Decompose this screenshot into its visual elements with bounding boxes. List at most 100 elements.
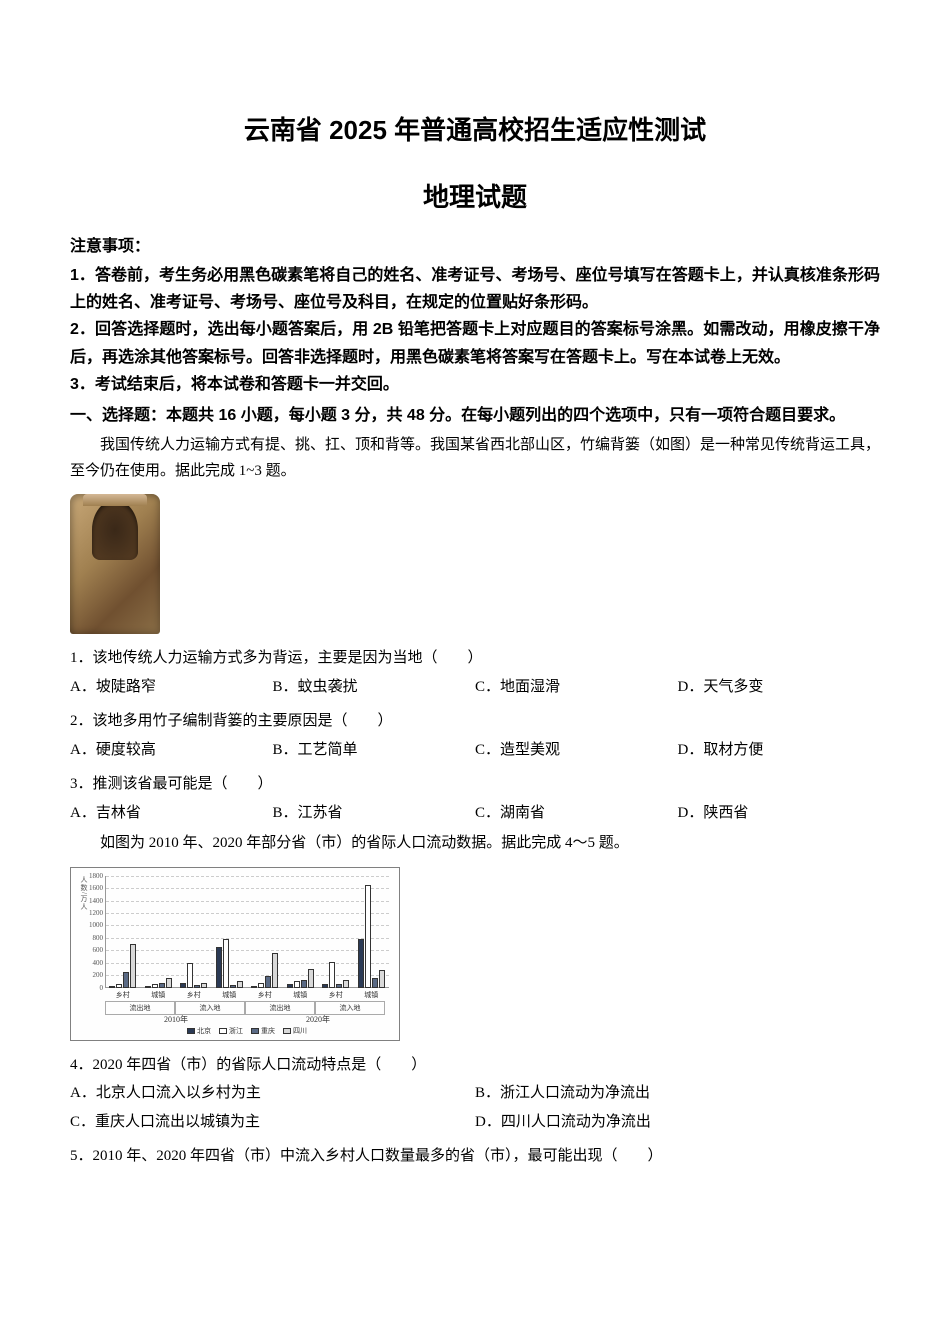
legend-item: 浙江 bbox=[219, 1026, 243, 1036]
bar-group bbox=[180, 963, 207, 988]
bar-zhejiang bbox=[329, 962, 335, 988]
bar-chongqing bbox=[123, 972, 129, 988]
x-sublabel: 城镇 bbox=[212, 990, 247, 1000]
bar-group bbox=[216, 939, 243, 988]
bar-sichuan bbox=[379, 970, 385, 987]
bar-zhejiang bbox=[294, 981, 300, 988]
x-section-label: 流入地 bbox=[175, 1001, 245, 1015]
y-tick-label: 1000 bbox=[77, 921, 103, 929]
q3-option-c: C．湖南省 bbox=[475, 799, 678, 828]
legend-swatch bbox=[283, 1028, 291, 1034]
x-section-label: 流出地 bbox=[105, 1001, 175, 1015]
y-tick-label: 1800 bbox=[77, 872, 103, 880]
x-section-label: 流出地 bbox=[245, 1001, 315, 1015]
bar-group bbox=[322, 962, 349, 988]
bar-beijing bbox=[109, 986, 115, 988]
legend-swatch bbox=[219, 1028, 227, 1034]
notice-item-2: 2．回答选择题时，选出每小题答案后，用 2B 铅笔把答题卡上对应题目的答案标号涂… bbox=[70, 316, 880, 370]
q3-option-b: B．江苏省 bbox=[273, 799, 476, 828]
bar-beijing bbox=[287, 984, 293, 988]
figure-chart: 人数/万人 乡村城镇乡村城镇乡村城镇乡村城镇 流出地流入地流出地流入地 2010… bbox=[70, 867, 400, 1041]
x-sublabel: 城镇 bbox=[354, 990, 389, 1000]
bar-group bbox=[358, 885, 385, 988]
bars-container bbox=[105, 876, 389, 988]
y-tick-label: 200 bbox=[77, 971, 103, 979]
y-tick-label: 400 bbox=[77, 959, 103, 967]
q1-option-b: B．蚊虫袭扰 bbox=[273, 673, 476, 702]
bar-group bbox=[251, 953, 278, 987]
x-sublabel: 乡村 bbox=[247, 990, 282, 1000]
notice-item-3: 3．考试结束后，将本试卷和答题卡一并交回。 bbox=[70, 371, 880, 398]
bar-zhejiang bbox=[223, 939, 229, 988]
bar-zhejiang bbox=[365, 885, 371, 988]
chart-area: 人数/万人 乡村城镇乡村城镇乡村城镇乡村城镇 流出地流入地流出地流入地 2010… bbox=[77, 874, 393, 1034]
passage-2: 如图为 2010 年、2020 年部分省（市）的省际人口流动数据。据此完成 4～… bbox=[70, 831, 880, 857]
bar-group bbox=[109, 944, 136, 988]
y-tick-label: 0 bbox=[77, 984, 103, 992]
y-axis-title: 人数/万人 bbox=[79, 876, 89, 911]
legend-label: 浙江 bbox=[229, 1026, 243, 1036]
legend-label: 北京 bbox=[197, 1026, 211, 1036]
bar-zhejiang bbox=[258, 983, 264, 987]
legend-label: 四川 bbox=[293, 1026, 307, 1036]
bar-chongqing bbox=[230, 985, 236, 988]
basket-image bbox=[70, 494, 160, 634]
legend-item: 重庆 bbox=[251, 1026, 275, 1036]
q4-option-b: B．浙江人口流动为净流出 bbox=[475, 1079, 880, 1108]
q1-option-d: D．天气多变 bbox=[678, 673, 881, 702]
bar-zhejiang bbox=[116, 984, 122, 988]
bar-sichuan bbox=[308, 969, 314, 988]
bar-sichuan bbox=[237, 981, 243, 987]
bar-chongqing bbox=[372, 978, 378, 987]
bar-beijing bbox=[216, 947, 222, 987]
passage-1: 我国传统人力运输方式有提、挑、扛、顶和背等。我国某省西北部山区，竹编背篓（如图）… bbox=[70, 433, 880, 484]
q4-option-c: C．重庆人口流出以城镇为主 bbox=[70, 1108, 475, 1137]
bar-chongqing bbox=[159, 983, 165, 988]
bar-sichuan bbox=[201, 983, 207, 988]
section-1-heading: 一、选择题：本题共 16 小题，每小题 3 分，共 48 分。在每小题列出的四个… bbox=[70, 402, 880, 429]
question-2-stem: 2．该地多用竹子编制背篓的主要原因是（ ） bbox=[70, 707, 880, 736]
question-3-stem: 3．推测该省最可能是（ ） bbox=[70, 770, 880, 799]
question-1-options: A．坡陡路窄 B．蚊虫袭扰 C．地面湿滑 D．天气多变 bbox=[70, 673, 880, 702]
y-tick-label: 800 bbox=[77, 934, 103, 942]
y-tick-label: 1600 bbox=[77, 884, 103, 892]
q2-option-a: A．硬度较高 bbox=[70, 736, 273, 765]
q1-option-a: A．坡陡路窄 bbox=[70, 673, 273, 702]
question-5-stem: 5．2010 年、2020 年四省（市）中流入乡村人口数量最多的省（市），最可能… bbox=[70, 1142, 880, 1171]
bar-beijing bbox=[180, 983, 186, 988]
question-1-stem: 1．该地传统人力运输方式多为背运，主要是因为当地（ ） bbox=[70, 644, 880, 673]
question-3-options: A．吉林省 B．江苏省 C．湖南省 D．陕西省 bbox=[70, 799, 880, 828]
year-label: 2010年 bbox=[105, 1014, 247, 1025]
q4-option-a: A．北京人口流入以乡村为主 bbox=[70, 1079, 475, 1108]
bar-sichuan bbox=[272, 953, 278, 987]
bar-beijing bbox=[322, 984, 328, 988]
question-4-stem: 4．2020 年四省（市）的省际人口流动特点是（ ） bbox=[70, 1051, 880, 1080]
sub-title: 地理试题 bbox=[70, 177, 880, 214]
legend-swatch bbox=[251, 1028, 259, 1034]
q3-option-d: D．陕西省 bbox=[678, 799, 881, 828]
bar-chongqing bbox=[301, 980, 307, 987]
q3-option-a: A．吉林省 bbox=[70, 799, 273, 828]
bar-chongqing bbox=[194, 985, 200, 987]
notice-heading: 注意事项： bbox=[70, 232, 880, 256]
bar-sichuan bbox=[343, 980, 349, 987]
legend-swatch bbox=[187, 1028, 195, 1034]
x-sublabel: 城镇 bbox=[141, 990, 176, 1000]
bar-zhejiang bbox=[187, 963, 193, 988]
q4-option-d: D．四川人口流动为净流出 bbox=[475, 1108, 880, 1137]
y-tick-label: 1200 bbox=[77, 909, 103, 917]
bar-beijing bbox=[358, 939, 364, 988]
legend-item: 四川 bbox=[283, 1026, 307, 1036]
legend-label: 重庆 bbox=[261, 1026, 275, 1036]
main-title: 云南省 2025 年普通高校招生适应性测试 bbox=[70, 110, 880, 147]
bar-beijing bbox=[145, 986, 151, 988]
bar-sichuan bbox=[130, 944, 136, 988]
x-sublabel: 乡村 bbox=[105, 990, 140, 1000]
x-sublabel: 乡村 bbox=[318, 990, 353, 1000]
notice-item-1: 1．答卷前，考生务必用黑色碳素笔将自己的姓名、准考证号、考场号、座位号填写在答题… bbox=[70, 262, 880, 316]
y-tick-label: 1400 bbox=[77, 897, 103, 905]
bar-chongqing bbox=[265, 976, 271, 987]
q2-option-b: B．工艺简单 bbox=[273, 736, 476, 765]
bar-group bbox=[287, 969, 314, 988]
year-label: 2020年 bbox=[247, 1014, 389, 1025]
